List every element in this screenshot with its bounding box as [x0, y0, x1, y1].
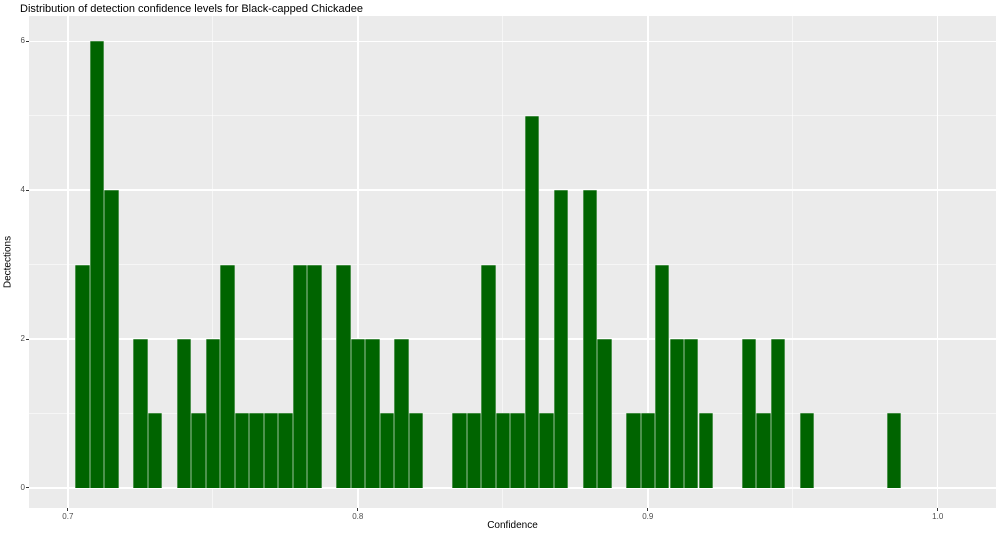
x-tick-mark	[357, 508, 359, 511]
histogram-bar	[698, 413, 713, 488]
histogram-bar	[684, 339, 699, 488]
histogram-bar	[408, 413, 424, 488]
histogram-bar	[234, 413, 250, 488]
y-axis-title: Dectections	[2, 235, 14, 289]
x-tick-label: 0.7	[62, 512, 74, 521]
y-tick-label: 0	[20, 482, 25, 492]
histogram-bar	[466, 413, 482, 488]
y-tick-mark	[26, 40, 29, 42]
histogram-bar	[379, 413, 395, 488]
y-major-gridline	[29, 40, 996, 43]
histogram-bar	[176, 339, 192, 488]
histogram-bar	[539, 413, 554, 488]
histogram-bar	[756, 413, 771, 488]
x-major-gridline	[357, 16, 359, 508]
y-major-gridline	[29, 189, 996, 191]
histogram-bar	[220, 264, 235, 488]
histogram-bar	[655, 264, 670, 488]
histogram-bar	[191, 413, 206, 488]
histogram-bar	[336, 264, 351, 488]
histogram-bar	[75, 264, 90, 488]
y-major-gridline	[29, 487, 996, 489]
x-tick-mark	[937, 508, 939, 511]
histogram-bar	[597, 339, 612, 488]
histogram-bar	[481, 264, 496, 488]
x-tick-mark	[67, 508, 69, 511]
x-tick-label: 1.0	[932, 512, 944, 521]
histogram-bar	[582, 190, 597, 488]
y-minor-gridline	[29, 115, 996, 117]
histogram-bar	[249, 413, 264, 488]
x-axis-title: Confidence	[487, 520, 538, 531]
histogram-bar	[799, 413, 815, 488]
x-tick-label: 0.8	[352, 512, 364, 521]
histogram-bar	[640, 413, 655, 488]
histogram-bar	[886, 413, 902, 488]
histogram-bar	[669, 339, 684, 488]
histogram-bar	[263, 413, 279, 488]
y-major-gridline	[29, 338, 996, 340]
histogram-bar	[292, 264, 308, 488]
histogram-bar	[307, 264, 322, 488]
x-tick-label: 0.9	[642, 512, 654, 521]
y-tick-label: 6	[20, 36, 25, 46]
histogram-bar	[524, 115, 540, 488]
x-minor-gridline	[792, 16, 794, 508]
y-tick-mark	[26, 189, 29, 191]
histogram-bar	[394, 339, 409, 488]
histogram-bar	[510, 413, 525, 488]
histogram-bar	[104, 190, 119, 488]
x-major-gridline	[67, 16, 69, 508]
x-major-gridline	[936, 16, 939, 508]
histogram-bar	[626, 413, 641, 488]
histogram-bar	[770, 339, 786, 488]
chart-title: Distribution of detection confidence lev…	[20, 3, 364, 15]
histogram-bar	[741, 339, 757, 488]
histogram-bar	[205, 339, 221, 488]
x-tick-mark	[647, 508, 649, 511]
histogram-bar	[452, 413, 467, 488]
y-tick-label: 4	[20, 185, 25, 195]
y-tick-mark	[26, 338, 29, 340]
histogram-bar	[553, 190, 568, 488]
y-minor-gridline	[29, 264, 996, 266]
y-tick-label: 2	[20, 334, 25, 344]
x-minor-gridline	[502, 16, 504, 508]
y-tick-mark	[26, 487, 29, 489]
plot-panel	[29, 16, 996, 508]
histogram-bar	[278, 413, 293, 488]
histogram-bar	[133, 339, 148, 488]
x-major-gridline	[647, 16, 649, 508]
histogram-bar	[147, 413, 163, 488]
histogram-bar	[495, 413, 511, 488]
histogram-bar	[365, 339, 380, 488]
histogram-bar	[350, 339, 366, 488]
x-minor-gridline	[212, 16, 214, 508]
histogram-bar	[89, 41, 105, 488]
